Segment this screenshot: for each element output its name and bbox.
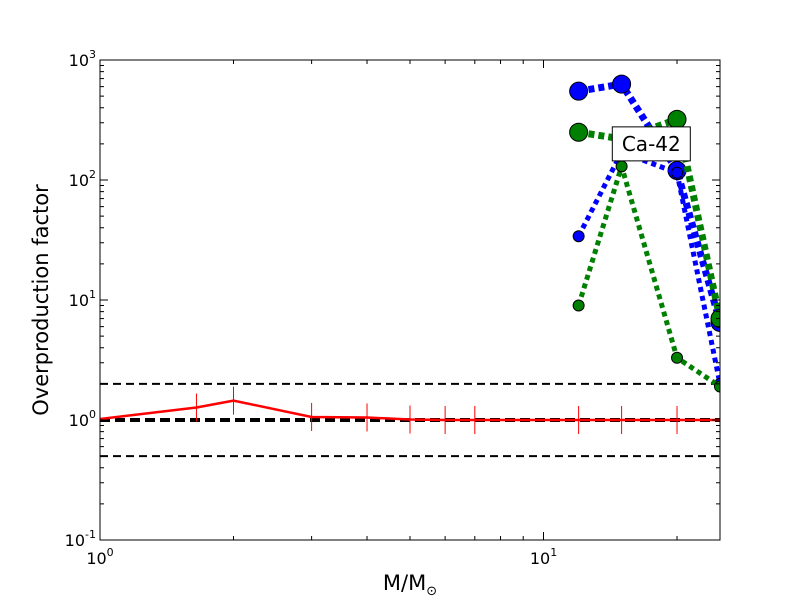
series-2-point-3 [710,309,720,329]
y-tick-label-2: 101 [69,288,96,310]
series-3-line [576,149,720,385]
series-1-point-1 [612,74,632,94]
y-tick-label-4: 103 [69,48,96,70]
x-tick-label-0: 100 [86,546,113,568]
series-4-point-2 [671,351,684,364]
x-tick-label-1: 101 [530,546,557,568]
y-tick-label-3: 102 [69,168,96,190]
axes-ticks [99,59,720,541]
series-1-point-0 [569,81,589,101]
series-3-point-0 [572,230,585,243]
x-axis-title: M/M⊙ [383,571,437,599]
y-axis-title: Overproduction factor [29,184,53,416]
annotations: Ca-42 [611,126,691,162]
series-4-line [576,163,720,389]
series-4-point-0 [572,299,585,312]
series-2-point-0 [569,122,589,142]
y-tick-label-0: 10-1 [65,528,96,550]
series-2-point-2 [667,109,687,129]
annotation-box-0 [611,126,691,162]
series-3-point-2 [671,166,684,179]
series-4-point-1 [615,160,628,173]
y-tick-label-1: 100 [69,408,96,430]
series-0-line [100,399,720,422]
annotation-label-0: Ca-42 [622,132,681,156]
